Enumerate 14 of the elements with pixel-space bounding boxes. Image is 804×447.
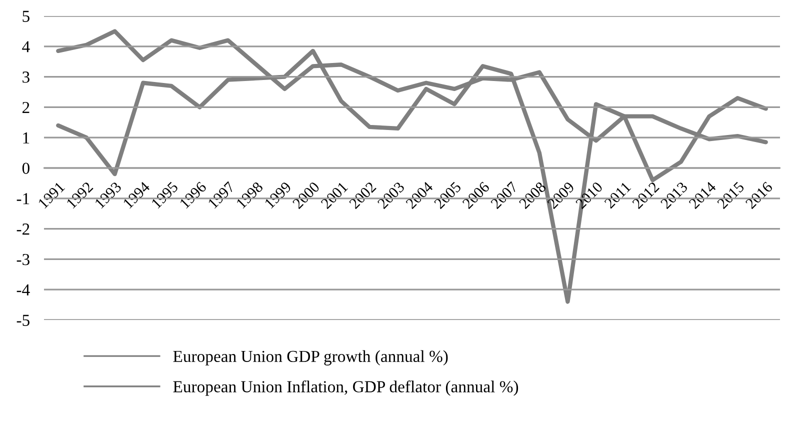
y-tick-label: 5 <box>22 10 30 22</box>
y-tick-label: 2 <box>22 102 30 113</box>
y-tick-label: -2 <box>16 224 30 235</box>
y-tick-label: 3 <box>22 72 30 83</box>
y-tick-label: -3 <box>16 254 30 266</box>
legend-label: European Union Inflation, GDP deflator (annual %) <box>173 380 518 396</box>
y-tick-label: 1 <box>23 132 30 144</box>
x-tick-label: 1991 <box>38 181 66 209</box>
y-tick-label: -5 <box>16 314 30 326</box>
y-tick-label: -4 <box>16 284 30 296</box>
y-tick-label: 0 <box>22 162 30 174</box>
legend-label: European Union GDP growth (annual %) <box>173 350 448 366</box>
y-tick-label: -1 <box>16 193 30 204</box>
y-tick-label: 4 <box>22 41 30 52</box>
